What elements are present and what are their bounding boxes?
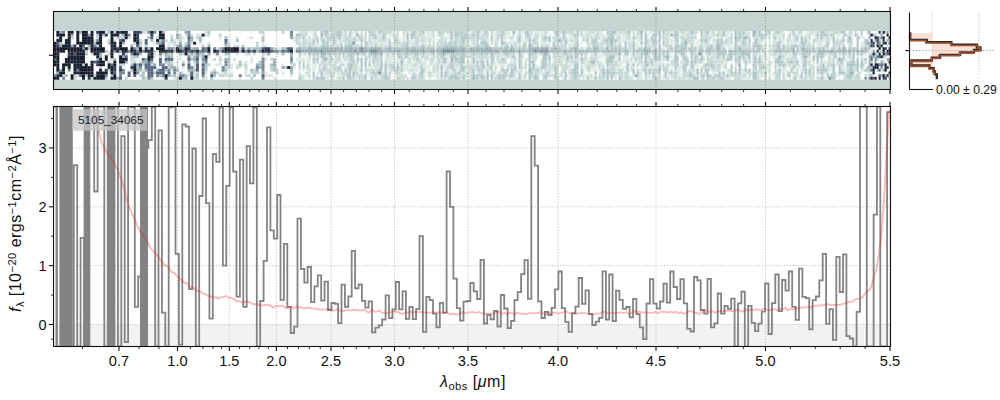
svg-text:5.5: 5.5 — [880, 353, 900, 369]
svg-text:2.5: 2.5 — [321, 353, 341, 369]
svg-text:4.0: 4.0 — [548, 353, 568, 369]
svg-text:1: 1 — [38, 258, 46, 274]
svg-text:3.0: 3.0 — [384, 353, 404, 369]
svg-text:0.7: 0.7 — [109, 353, 129, 369]
svg-text:4.5: 4.5 — [646, 353, 666, 369]
svg-text:3.5: 3.5 — [458, 353, 478, 369]
svg-text:1.0: 1.0 — [167, 353, 187, 369]
svg-text:3: 3 — [38, 140, 46, 156]
svg-text:5.0: 5.0 — [755, 353, 775, 369]
svg-text:1.5: 1.5 — [219, 353, 239, 369]
svg-text:fλ [10−20 ergs−1cm−2Å−1]: fλ [10−20 ergs−1cm−2Å−1] — [6, 135, 27, 312]
svg-text:0: 0 — [38, 317, 46, 333]
svg-text:5105_34065: 5105_34065 — [78, 113, 144, 127]
svg-text:0.00 ± 0.29: 0.00 ± 0.29 — [936, 83, 997, 97]
svg-text:2.0: 2.0 — [266, 353, 286, 369]
svg-text:2: 2 — [38, 199, 46, 215]
